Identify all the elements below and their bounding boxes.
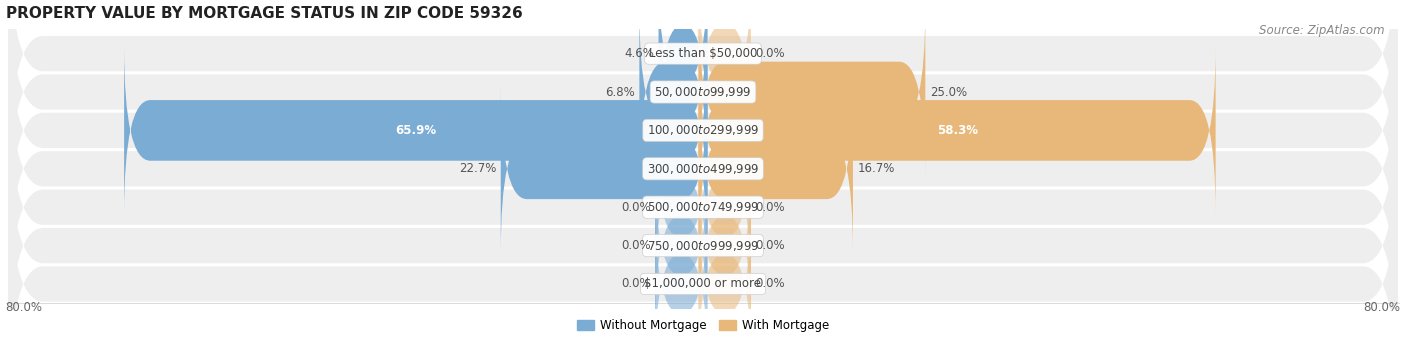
FancyBboxPatch shape	[8, 148, 1398, 340]
FancyBboxPatch shape	[699, 46, 1216, 215]
Text: 0.0%: 0.0%	[621, 239, 651, 252]
FancyBboxPatch shape	[658, 0, 707, 138]
FancyBboxPatch shape	[124, 46, 707, 215]
Text: 22.7%: 22.7%	[458, 162, 496, 175]
Text: $100,000 to $299,999: $100,000 to $299,999	[647, 123, 759, 137]
FancyBboxPatch shape	[655, 122, 707, 292]
FancyBboxPatch shape	[8, 0, 1398, 228]
Text: 25.0%: 25.0%	[929, 86, 967, 99]
FancyBboxPatch shape	[699, 122, 751, 292]
FancyBboxPatch shape	[699, 161, 751, 330]
Text: 6.8%: 6.8%	[605, 86, 636, 99]
FancyBboxPatch shape	[501, 84, 707, 254]
Text: PROPERTY VALUE BY MORTGAGE STATUS IN ZIP CODE 59326: PROPERTY VALUE BY MORTGAGE STATUS IN ZIP…	[6, 5, 522, 20]
Text: $750,000 to $999,999: $750,000 to $999,999	[647, 239, 759, 253]
Text: 58.3%: 58.3%	[936, 124, 977, 137]
Text: 16.7%: 16.7%	[858, 162, 894, 175]
FancyBboxPatch shape	[8, 0, 1398, 189]
FancyBboxPatch shape	[8, 71, 1398, 340]
Text: 0.0%: 0.0%	[621, 277, 651, 290]
Text: 0.0%: 0.0%	[755, 47, 785, 60]
Text: 0.0%: 0.0%	[755, 277, 785, 290]
Text: 0.0%: 0.0%	[755, 201, 785, 214]
FancyBboxPatch shape	[699, 0, 751, 138]
Text: 0.0%: 0.0%	[621, 201, 651, 214]
Text: 80.0%: 80.0%	[1364, 301, 1400, 314]
FancyBboxPatch shape	[699, 84, 853, 254]
Text: Less than $50,000: Less than $50,000	[648, 47, 758, 60]
Text: 4.6%: 4.6%	[624, 47, 654, 60]
FancyBboxPatch shape	[8, 33, 1398, 305]
Text: $50,000 to $99,999: $50,000 to $99,999	[654, 85, 752, 99]
Text: Source: ZipAtlas.com: Source: ZipAtlas.com	[1260, 24, 1385, 37]
Text: 0.0%: 0.0%	[755, 239, 785, 252]
FancyBboxPatch shape	[699, 199, 751, 340]
Text: 80.0%: 80.0%	[6, 301, 42, 314]
Text: $1,000,000 or more: $1,000,000 or more	[644, 277, 762, 290]
FancyBboxPatch shape	[8, 0, 1398, 266]
FancyBboxPatch shape	[699, 7, 925, 177]
Text: $300,000 to $499,999: $300,000 to $499,999	[647, 162, 759, 176]
Text: $500,000 to $749,999: $500,000 to $749,999	[647, 200, 759, 214]
FancyBboxPatch shape	[655, 161, 707, 330]
FancyBboxPatch shape	[640, 7, 707, 177]
Legend: Without Mortgage, With Mortgage: Without Mortgage, With Mortgage	[572, 314, 834, 337]
FancyBboxPatch shape	[8, 110, 1398, 340]
FancyBboxPatch shape	[655, 199, 707, 340]
Text: 65.9%: 65.9%	[395, 124, 436, 137]
